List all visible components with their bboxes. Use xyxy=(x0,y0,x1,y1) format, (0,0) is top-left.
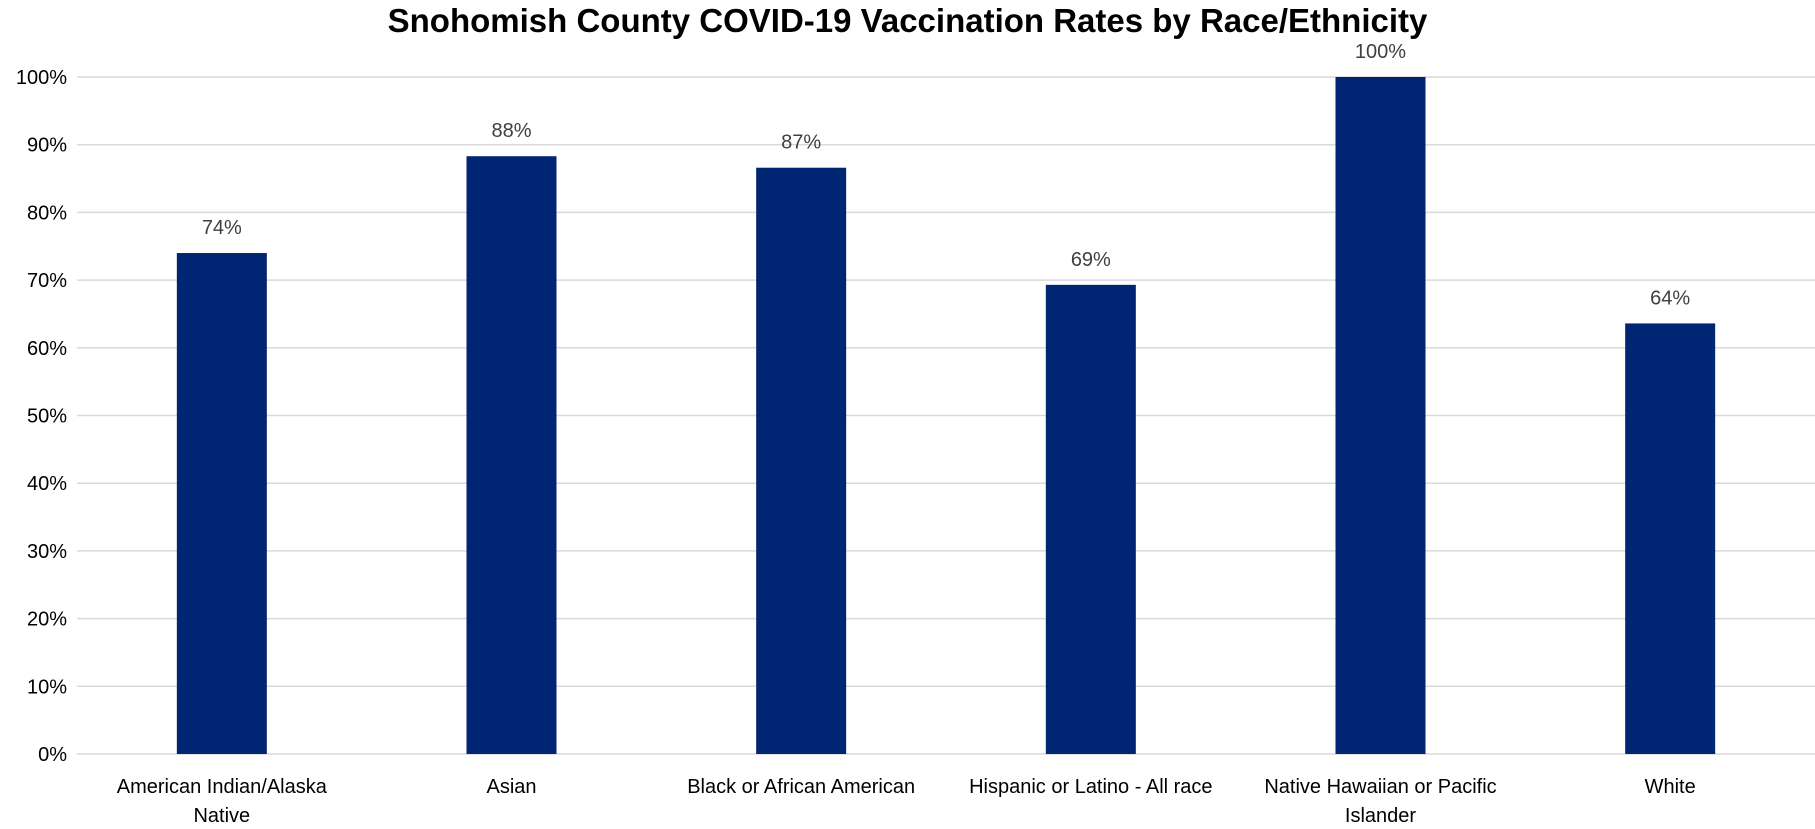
data-labels: 74% 88% 87% 69% 100% 64% xyxy=(202,41,1691,309)
y-tick-label: 0% xyxy=(38,744,67,766)
y-tick-label: 90% xyxy=(27,135,67,157)
category-label: White xyxy=(1645,776,1696,798)
bars xyxy=(176,77,1716,755)
bar xyxy=(1335,77,1426,754)
y-tick-label: 30% xyxy=(27,541,67,563)
data-label: 88% xyxy=(491,120,531,142)
category-label: Asian xyxy=(486,776,536,798)
y-tick-label: 20% xyxy=(27,609,67,631)
data-label: 64% xyxy=(1650,287,1690,309)
data-label: 100% xyxy=(1355,41,1406,63)
category-label: Hispanic or Latino - All race xyxy=(969,776,1212,798)
y-tick-label: 100% xyxy=(16,67,67,89)
category-label: American Indian/Alaska Native xyxy=(117,776,328,827)
y-axis-ticks: 0% 10% 20% 30% 40% 50% 60% 70% 80% 90% 100% xyxy=(16,67,67,766)
data-label: 74% xyxy=(202,217,242,239)
category-label: Native Hawaiian or Pacific Islander xyxy=(1264,776,1496,827)
chart-title: Snohomish County COVID-19 Vaccination Ra… xyxy=(387,2,1428,39)
gridlines xyxy=(77,76,1815,755)
bar xyxy=(756,167,847,754)
bar xyxy=(1045,284,1136,754)
bar xyxy=(1625,323,1716,754)
bar xyxy=(466,156,557,755)
y-tick-label: 60% xyxy=(27,338,67,360)
bar xyxy=(176,253,267,754)
y-tick-label: 80% xyxy=(27,202,67,224)
y-tick-label: 70% xyxy=(27,270,67,292)
data-label: 87% xyxy=(781,132,821,154)
y-tick-label: 10% xyxy=(27,676,67,698)
category-label: Black or African American xyxy=(687,776,915,798)
x-axis-categories: American Indian/Alaska Native Asian Black o… xyxy=(117,776,1696,827)
y-tick-label: 40% xyxy=(27,473,67,495)
data-label: 69% xyxy=(1071,249,1111,271)
y-tick-label: 50% xyxy=(27,406,67,428)
